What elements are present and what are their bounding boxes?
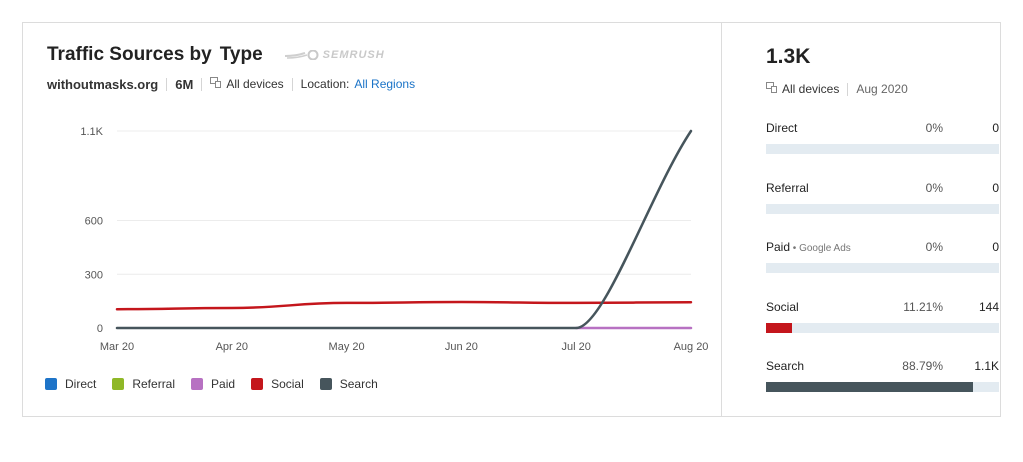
summary-devices: All devices	[782, 82, 840, 96]
semrush-flame-icon	[284, 50, 319, 60]
source-name: Direct	[766, 121, 798, 135]
source-name: Referral	[766, 180, 809, 195]
traffic-line-chart: 0 300 600 1.1K Mar 20 Apr 20 May 20 Jun 20 Jul 2…	[80, 126, 709, 353]
semrush-logo: SEMRUSH	[284, 49, 385, 61]
x-tick-label: Aug 20	[674, 341, 709, 353]
source-row-direct: Direct 0% 0	[766, 121, 999, 154]
summary-date: Aug 2020	[856, 82, 908, 96]
y-tick-label: 0	[97, 323, 103, 335]
source-value: 144	[978, 299, 999, 314]
series-line-social	[115, 300, 693, 311]
legend-item-paid[interactable]: Paid	[191, 377, 235, 391]
legend-item-referral[interactable]: Referral	[112, 377, 175, 391]
y-tick-label: 1.1K	[80, 126, 103, 138]
series-line-search	[115, 129, 693, 330]
source-share-fill	[766, 322, 793, 333]
y-tick-label: 600	[85, 216, 103, 228]
location-filter-link[interactable]: All Regions	[354, 77, 416, 91]
source-percent: 11.21%	[903, 299, 943, 314]
legend-label: Referral	[132, 377, 176, 391]
devices-icon	[766, 82, 777, 96]
x-tick-label: Apr 20	[216, 341, 248, 353]
total-traffic: 1.3K	[766, 45, 811, 68]
source-row-referral: Referral 0% 0	[766, 181, 999, 214]
summary-meta: All devices Aug 2020	[766, 82, 908, 96]
source-percent: 0%	[925, 180, 943, 195]
source-name: Search	[766, 359, 805, 373]
source-value: 0	[992, 240, 999, 254]
source-share-bar	[766, 263, 999, 273]
source-share-fill	[766, 382, 973, 392]
y-tick-label: 300	[85, 269, 103, 281]
source-value: 0	[992, 121, 999, 135]
legend-swatch	[319, 378, 332, 390]
legend-label: Social	[271, 377, 304, 391]
x-tick-label: May 20	[329, 341, 365, 353]
source-row-search: Search 88.79% 1.1K	[766, 359, 999, 392]
source-value: 0	[992, 180, 999, 195]
widget-title: Traffic Sources by Type	[47, 44, 263, 65]
source-share-bar	[766, 203, 999, 214]
widget-filters: withoutmasks.org 6M All devices Location…	[47, 75, 415, 93]
source-percent: 0%	[925, 240, 943, 254]
legend-swatch	[45, 378, 57, 390]
x-tick-label: Jul 20	[562, 341, 591, 353]
devices-filter[interactable]: All devices	[226, 77, 284, 91]
source-name: Social	[766, 299, 799, 314]
source-share-bar	[766, 382, 999, 392]
source-share-bar	[766, 144, 999, 154]
legend-swatch	[251, 378, 264, 390]
legend-label: Direct	[65, 377, 97, 391]
widget-header: Traffic Sources by Type SEMRUSH	[47, 43, 385, 67]
legend-label: Paid	[211, 377, 236, 391]
legend-swatch	[112, 378, 125, 390]
domain-label: withoutmasks.org	[47, 76, 159, 92]
period-selector[interactable]: 6M	[175, 76, 194, 92]
source-row-social: Social 11.21% 144	[766, 300, 999, 333]
devices-icon	[210, 77, 222, 91]
location-label: Location:	[300, 77, 350, 91]
source-name: Paid • Google Ads	[766, 240, 851, 254]
legend-item-social[interactable]: Social	[251, 377, 304, 391]
source-percent: 0%	[925, 121, 943, 135]
x-tick-label: Mar 20	[100, 341, 134, 353]
x-tick-label: Jun 20	[445, 341, 478, 353]
source-subtitle: • Google Ads	[790, 243, 851, 254]
legend-item-direct[interactable]: Direct	[45, 377, 96, 391]
traffic-sources-widget: Traffic Sources by Type SEMRUSH withoutma…	[22, 22, 1001, 417]
source-percent: 88.79%	[902, 359, 943, 373]
chart-legend: Direct Referral Paid Social Search	[45, 377, 394, 391]
legend-swatch	[191, 378, 204, 390]
legend-item-search[interactable]: Search	[319, 377, 378, 391]
source-value: 1.1K	[974, 359, 999, 373]
source-share-bar	[766, 322, 999, 333]
legend-label: Search	[339, 377, 378, 391]
source-row-paid: Paid • Google Ads 0% 0	[766, 240, 999, 273]
